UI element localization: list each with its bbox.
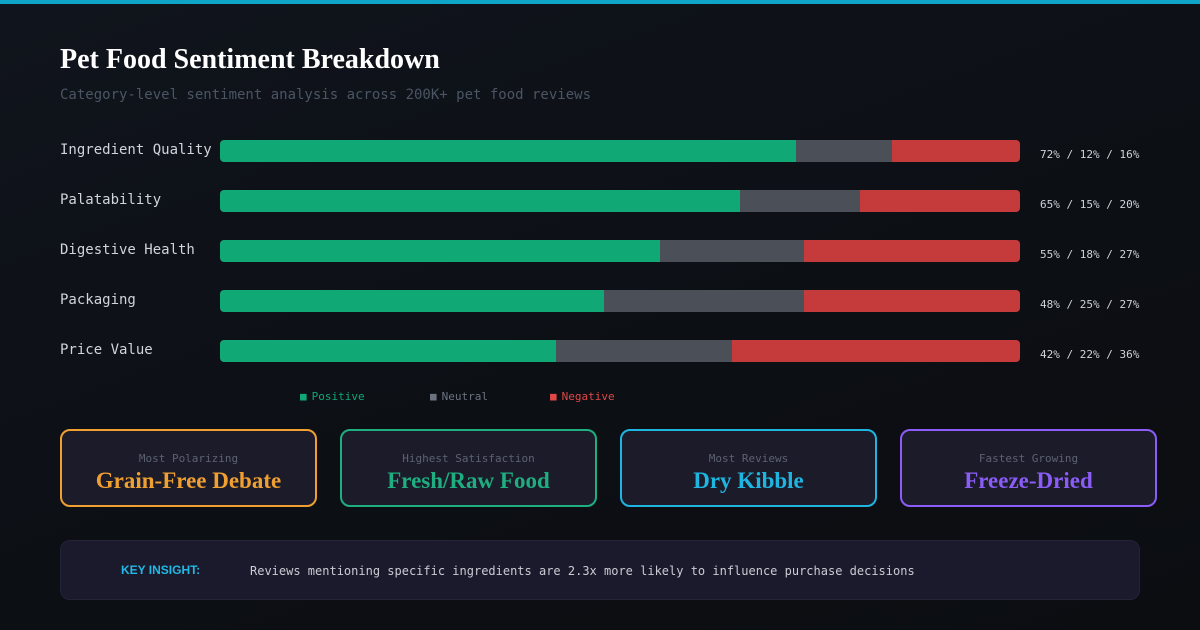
bar-segment-negative (892, 140, 1020, 162)
category-label: Palatability (60, 192, 162, 208)
category-label: Digestive Health (60, 242, 195, 258)
page-title: Pet Food Sentiment Breakdown (60, 44, 440, 75)
card-label: Fastest Growing (978, 452, 1079, 465)
value-label: 42% / 22% / 36% (1040, 348, 1140, 361)
bar-segment-negative (732, 340, 1020, 362)
card-label: Most Reviews (708, 452, 789, 465)
key-insight-panel: KEY INSIGHT: Reviews mentioning specific… (60, 540, 1140, 600)
card-value: Fresh/Raw Food (387, 468, 550, 493)
highlight-card: Most Reviews Dry Kibble (620, 429, 877, 507)
bar-segment-neutral (796, 140, 892, 162)
legend-marker: ■ (550, 390, 557, 403)
page-subtitle: Category-level sentiment analysis across… (60, 87, 592, 103)
highlight-card: Highest Satisfaction Fresh/Raw Food (340, 429, 597, 507)
bar-segment-positive (220, 140, 796, 162)
card-value: Grain-Free Debate (95, 468, 282, 493)
value-label: 65% / 15% / 20% (1040, 198, 1140, 211)
bar-segment-neutral (556, 340, 732, 362)
bar-segment-negative (804, 240, 1020, 262)
value-label: 48% / 25% / 27% (1040, 298, 1140, 311)
highlight-card: Fastest Growing Freeze-Dried (900, 429, 1157, 507)
bar-segment-neutral (740, 190, 860, 212)
key-insight-text: Reviews mentioning specific ingredients … (250, 564, 915, 578)
card-label: Highest Satisfaction (402, 452, 535, 465)
bar-segment-positive (220, 290, 604, 312)
stacked-bar (220, 240, 1020, 262)
legend-label: Negative (561, 390, 615, 403)
bar-segment-positive (220, 340, 556, 362)
legend-item-neutral: ■ Neutral (430, 390, 488, 403)
bar-segment-negative (804, 290, 1020, 312)
legend-marker: ■ (300, 390, 307, 403)
value-label: 72% / 12% / 16% (1040, 148, 1140, 161)
legend-item-positive: ■ Positive (300, 390, 365, 403)
bar-segment-neutral (660, 240, 804, 262)
top-accent-bar (0, 0, 1200, 4)
stacked-bar (220, 340, 1020, 362)
highlight-card: Most Polarizing Grain-Free Debate (60, 429, 317, 507)
card-label: Most Polarizing (138, 452, 239, 465)
bar-segment-neutral (604, 290, 804, 312)
category-label: Price Value (60, 342, 153, 358)
bar-segment-negative (860, 190, 1020, 212)
legend-marker: ■ (430, 390, 437, 403)
value-label: 55% / 18% / 27% (1040, 248, 1140, 261)
bar-segment-positive (220, 240, 660, 262)
card-value: Dry Kibble (693, 468, 804, 493)
stacked-bar (220, 190, 1020, 212)
card-value: Freeze-Dried (964, 468, 1093, 493)
category-label: Ingredient Quality (60, 142, 212, 158)
key-insight-label: KEY INSIGHT: (121, 563, 201, 577)
legend-label: Positive (311, 390, 365, 403)
legend-label: Neutral (441, 390, 488, 403)
bar-segment-positive (220, 190, 740, 212)
legend-item-negative: ■ Negative (550, 390, 615, 403)
stacked-bar (220, 290, 1020, 312)
category-label: Packaging (60, 292, 136, 308)
stacked-bar (220, 140, 1020, 162)
